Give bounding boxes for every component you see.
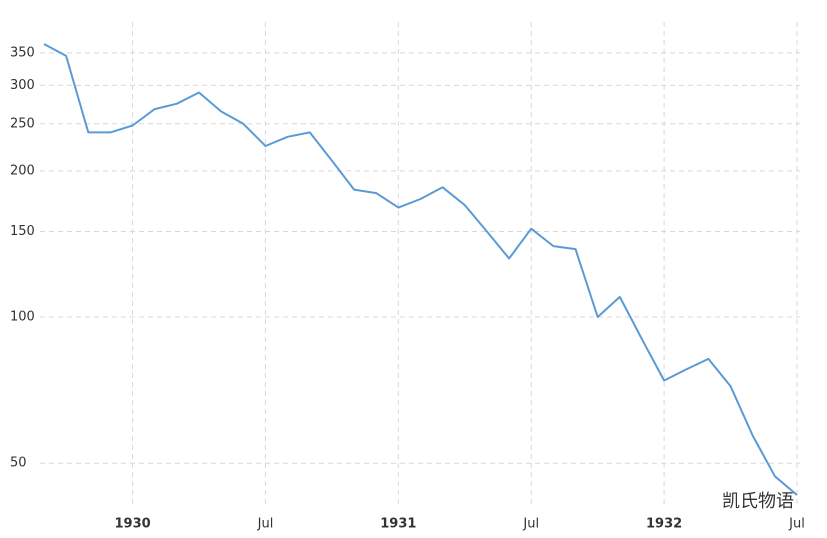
- x-tick-label: Jul: [788, 517, 805, 532]
- y-tick-label: 100: [10, 310, 35, 325]
- y-tick-label: 250: [10, 116, 35, 131]
- x-tick-label: 1930: [114, 517, 150, 532]
- y-tick-label: 350: [10, 45, 35, 60]
- watermark: 凯氏物语: [722, 491, 794, 512]
- y-tick-label: 50: [10, 456, 27, 471]
- x-tick-label: Jul: [522, 517, 539, 532]
- y-tick-label: 300: [10, 78, 35, 93]
- x-tick-label: 1931: [380, 517, 416, 532]
- x-tick-label: 1932: [646, 517, 682, 532]
- x-tick-label: Jul: [257, 517, 274, 532]
- y-tick-label: 200: [10, 163, 35, 178]
- y-tick-label: 150: [10, 224, 35, 239]
- data-line: [43, 43, 798, 496]
